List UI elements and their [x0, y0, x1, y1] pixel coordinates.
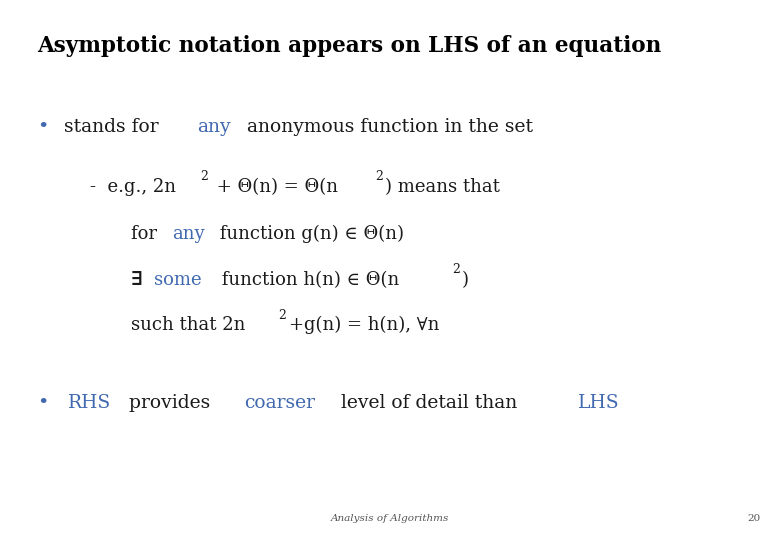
Text: anonymous function in the set: anonymous function in the set [241, 118, 533, 136]
Text: function g(n) ∈ Θ(n): function g(n) ∈ Θ(n) [214, 225, 404, 242]
Text: provides: provides [123, 394, 217, 411]
Text: coarser: coarser [243, 394, 315, 411]
Text: RHS: RHS [68, 394, 111, 411]
Text: any: any [197, 118, 231, 136]
Text: some: some [154, 271, 202, 289]
Text: function h(n) ∈ Θ(n: function h(n) ∈ Θ(n [215, 271, 399, 289]
Text: +g(n) = h(n), ∀n: +g(n) = h(n), ∀n [289, 316, 439, 334]
Text: level of detail than: level of detail than [335, 394, 523, 411]
Text: 2: 2 [278, 308, 286, 322]
Text: ) means that: ) means that [385, 178, 500, 195]
Text: Asymptotic notation appears on LHS of an equation: Asymptotic notation appears on LHS of an… [37, 35, 661, 57]
Text: 2: 2 [200, 170, 208, 183]
Text: ∃: ∃ [131, 271, 144, 289]
Text: such that 2n: such that 2n [131, 316, 246, 334]
Text: -  e.g., 2n: - e.g., 2n [90, 178, 176, 195]
Text: •: • [37, 394, 49, 411]
Text: ): ) [463, 271, 469, 289]
Text: + Θ(n) = Θ(n: + Θ(n) = Θ(n [211, 178, 338, 195]
Text: 20: 20 [747, 514, 760, 523]
Text: 2: 2 [374, 170, 382, 183]
Text: Analysis of Algorithms: Analysis of Algorithms [331, 514, 449, 523]
Text: LHS: LHS [578, 394, 620, 411]
Text: 2: 2 [452, 263, 460, 276]
Text: any: any [172, 225, 204, 242]
Text: for: for [131, 225, 163, 242]
Text: stands for: stands for [52, 118, 165, 136]
Text: •: • [37, 118, 49, 136]
